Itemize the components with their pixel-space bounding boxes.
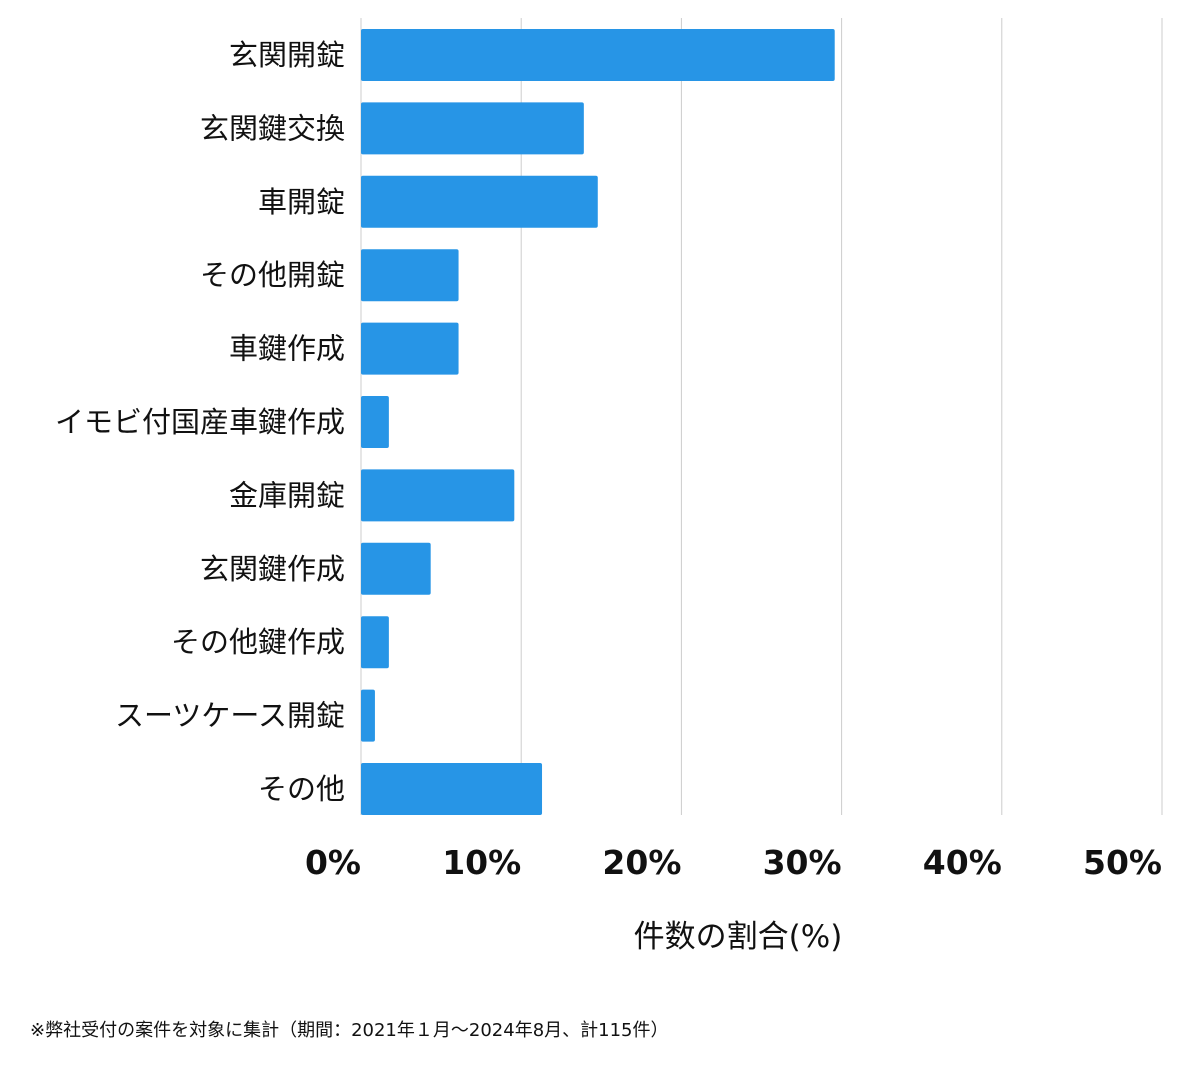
bar — [361, 175, 598, 228]
bar — [361, 542, 431, 595]
bar — [361, 616, 389, 669]
category-label: その他開錠 — [200, 258, 345, 292]
category-label: 玄関鍵作成 — [200, 552, 345, 586]
x-tick-label: 0% — [305, 843, 361, 882]
bar — [361, 396, 389, 448]
bar — [361, 689, 375, 742]
x-tick-label: 10% — [442, 843, 521, 882]
x-tick-label: 40% — [923, 843, 1002, 882]
bar — [361, 29, 835, 81]
bar — [361, 469, 515, 522]
category-label: 玄関鍵交換 — [200, 111, 345, 145]
category-label: 車開錠 — [258, 185, 345, 219]
x-tick-label: 30% — [763, 843, 842, 882]
footnote: ※弊社受付の案件を対象に集計（期間：2021年１月〜2024年8月、計115件） — [30, 1020, 669, 1041]
bar — [361, 322, 459, 375]
x-axis-title: 件数の割合(%) — [634, 919, 843, 955]
bar — [361, 249, 459, 302]
x-tick-label: 50% — [1083, 843, 1162, 882]
category-label: スーツケース開錠 — [115, 699, 345, 733]
bar — [361, 763, 543, 815]
bar — [361, 102, 584, 155]
category-label: イモビ付国産車鍵作成 — [55, 405, 345, 439]
category-label: 玄関開錠 — [229, 38, 345, 72]
category-label: 金庫開錠 — [229, 478, 345, 512]
category-label: その他鍵作成 — [171, 625, 345, 659]
category-label: 車鍵作成 — [229, 332, 345, 366]
bar-chart: 0% 10% 20% 30% 40% 50% 玄関開錠玄関鍵交換車開錠その他開錠車鍵作成イモ… — [55, 18, 1163, 955]
x-tick-label: 20% — [602, 843, 681, 882]
category-label: その他 — [258, 772, 345, 806]
